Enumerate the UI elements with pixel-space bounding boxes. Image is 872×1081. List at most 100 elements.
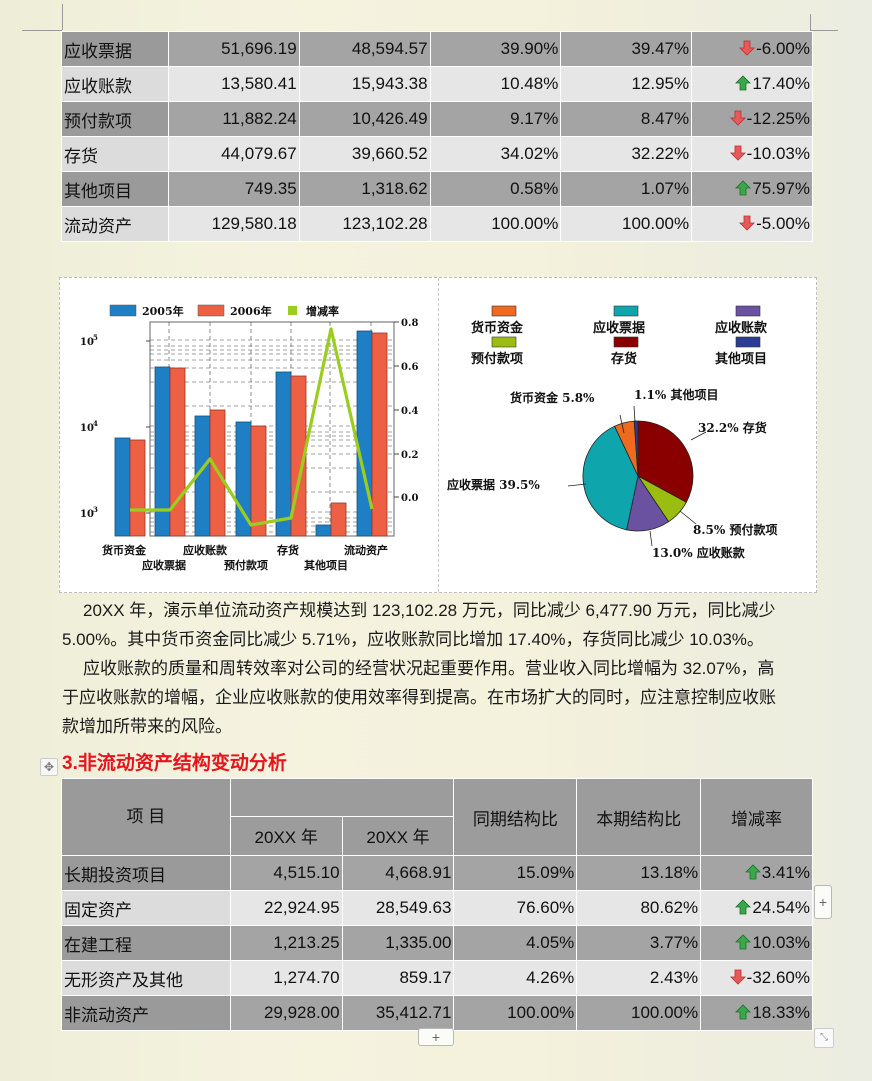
svg-text:1.1% 其他项目: 1.1% 其他项目: [634, 387, 718, 402]
table-row: 预付款项 11,882.24 10,426.49 9.17% 8.47% -12…: [61, 101, 813, 137]
header-years-span: [229, 778, 455, 817]
svg-text:10: 10: [80, 423, 94, 434]
svg-text:存货: 存货: [611, 351, 637, 367]
svg-text:应收账款: 应收账款: [183, 543, 228, 557]
table-resize-handle-icon[interactable]: ⤡: [814, 1028, 834, 1048]
svg-text:存货: 存货: [277, 543, 299, 557]
prev-value-cell: 44,079.67: [167, 136, 300, 172]
svg-text:0.8: 0.8: [401, 318, 418, 329]
svg-text:应收票据: 应收票据: [593, 320, 645, 336]
change-cell: 75.97%: [691, 171, 813, 207]
change-cell: -10.03%: [691, 136, 813, 172]
arrow-up-icon: [744, 864, 761, 880]
prev-value-cell: 749.35: [167, 171, 300, 207]
svg-text:0.6: 0.6: [401, 362, 418, 373]
add-column-button[interactable]: +: [814, 885, 832, 919]
table-row: 在建工程 1,213.25 1,335.00 4.05% 3.77% 10.03…: [61, 925, 813, 961]
curr-ratio-cell: 8.47%: [560, 101, 693, 137]
change-cell: -12.25%: [691, 101, 813, 137]
prev-value-cell: 129,580.18: [167, 206, 300, 242]
arrow-down-icon: [739, 40, 756, 56]
header-year1: 20XX 年: [229, 815, 343, 857]
prev-value-cell: 29,928.00: [229, 995, 343, 1031]
crop-mark-top-right: [810, 30, 838, 31]
curr-value-cell: 1,318.62: [298, 171, 431, 207]
prev-ratio-cell: 34.02%: [429, 136, 562, 172]
legend-rate: 增减率: [306, 304, 339, 318]
change-cell: 24.54%: [700, 890, 813, 926]
curr-value-cell: 1,335.00: [341, 925, 455, 961]
curr-value-cell: 4,668.91: [341, 855, 455, 891]
svg-text:0.4: 0.4: [401, 406, 418, 417]
curr-value-cell: 859.17: [341, 960, 455, 996]
prev-ratio-cell: 10.48%: [429, 66, 562, 102]
legend-2005: 2005年: [142, 304, 184, 318]
curr-value-cell: 28,549.63: [341, 890, 455, 926]
prev-ratio-cell: 4.05%: [453, 925, 578, 961]
header-prev-ratio: 同期结构比: [453, 778, 578, 856]
item-cell: 无形资产及其他: [61, 960, 231, 996]
legend-swatch-accounts-receivable: [735, 305, 761, 317]
arrow-up-icon: [735, 180, 752, 196]
arrow-down-icon: [729, 145, 746, 161]
item-cell: 长期投资项目: [61, 855, 231, 891]
curr-ratio-cell: 2.43%: [576, 960, 702, 996]
svg-text:5: 5: [93, 333, 98, 342]
legend-swatch-inventory: [613, 336, 639, 348]
prev-ratio-cell: 15.09%: [453, 855, 578, 891]
change-cell: 17.40%: [691, 66, 813, 102]
svg-text:应收账款: 应收账款: [715, 320, 768, 336]
bar-line-chart: 2005年 2006年 增减率: [80, 304, 418, 572]
item-cell: 应收票据: [61, 31, 169, 67]
curr-ratio-cell: 80.62%: [576, 890, 702, 926]
header-year2: 20XX 年: [341, 815, 455, 857]
svg-text:流动资产: 流动资产: [344, 543, 388, 557]
arrow-down-icon: [729, 110, 746, 126]
prev-ratio-cell: 100.00%: [453, 995, 578, 1031]
legend-swatch-2005: [109, 304, 137, 317]
prev-ratio-cell: 76.60%: [453, 890, 578, 926]
svg-text:货币资金: 货币资金: [471, 320, 524, 336]
table-move-handle-icon[interactable]: ✥: [40, 758, 58, 776]
item-cell: 应收账款: [61, 66, 169, 102]
curr-ratio-cell: 1.07%: [560, 171, 693, 207]
table-row: 其他项目 749.35 1,318.62 0.58% 1.07% 75.97%: [61, 171, 813, 207]
arrow-up-icon: [735, 75, 752, 91]
arrow-up-icon: [735, 1004, 752, 1020]
paragraph-line: 应收账款的质量和周转效率对公司的经营状况起重要作用。营业收入同比增幅为 32.0…: [83, 659, 775, 678]
item-cell: 流动资产: [61, 206, 169, 242]
table-row: 固定资产 22,924.95 28,549.63 76.60% 80.62% 2…: [61, 890, 813, 926]
svg-text:10: 10: [80, 509, 94, 520]
prev-ratio-cell: 0.58%: [429, 171, 562, 207]
legend-swatch-prepayments: [491, 336, 517, 348]
table-row: 长期投资项目 4,515.10 4,668.91 15.09% 13.18% 3…: [61, 855, 813, 891]
current-assets-table: 应收票据 51,696.19 48,594.57 39.90% 39.47% -…: [61, 31, 813, 242]
curr-ratio-cell: 12.95%: [560, 66, 693, 102]
item-cell: 预付款项: [61, 101, 169, 137]
table-row: 无形资产及其他 1,274.70 859.17 4.26% 2.43% -32.…: [61, 960, 813, 996]
legend-2006: 2006年: [230, 304, 272, 318]
curr-value-cell: 48,594.57: [298, 31, 431, 67]
add-row-button[interactable]: +: [418, 1028, 454, 1046]
crop-mark-top-left: [22, 30, 62, 31]
prev-value-cell: 1,213.25: [229, 925, 343, 961]
paragraph-line: 于应收账款的增幅，企业应收账款的使用效率得到提高。在市场扩大的同时，应注意控制应…: [62, 688, 776, 707]
change-cell: 3.41%: [700, 855, 813, 891]
item-cell: 其他项目: [61, 171, 169, 207]
legend-swatch-notes-receivable: [613, 305, 639, 317]
legend-swatch-rate: [288, 306, 297, 315]
non-current-assets-table: 项 目 同期结构比 本期结构比 增减率 20XX 年 20XX 年 长期投资项目…: [61, 778, 813, 1031]
arrow-up-icon: [735, 899, 752, 915]
table-row: 流动资产 129,580.18 123,102.28 100.00% 100.0…: [61, 206, 813, 242]
change-cell: 10.03%: [700, 925, 813, 961]
table-row: 非流动资产 29,928.00 35,412.71 100.00% 100.00…: [61, 995, 813, 1031]
paragraph-line: 款增加所带来的风险。: [62, 717, 232, 736]
table-row: 存货 44,079.67 39,660.52 34.02% 32.22% -10…: [61, 136, 813, 172]
svg-text:其他项目: 其他项目: [304, 558, 348, 572]
curr-value-cell: 15,943.38: [298, 66, 431, 102]
svg-text:0.2: 0.2: [401, 450, 418, 461]
header-curr-ratio: 本期结构比: [576, 778, 702, 856]
prev-ratio-cell: 100.00%: [429, 206, 562, 242]
item-cell: 固定资产: [61, 890, 231, 926]
svg-text:3: 3: [93, 505, 98, 514]
